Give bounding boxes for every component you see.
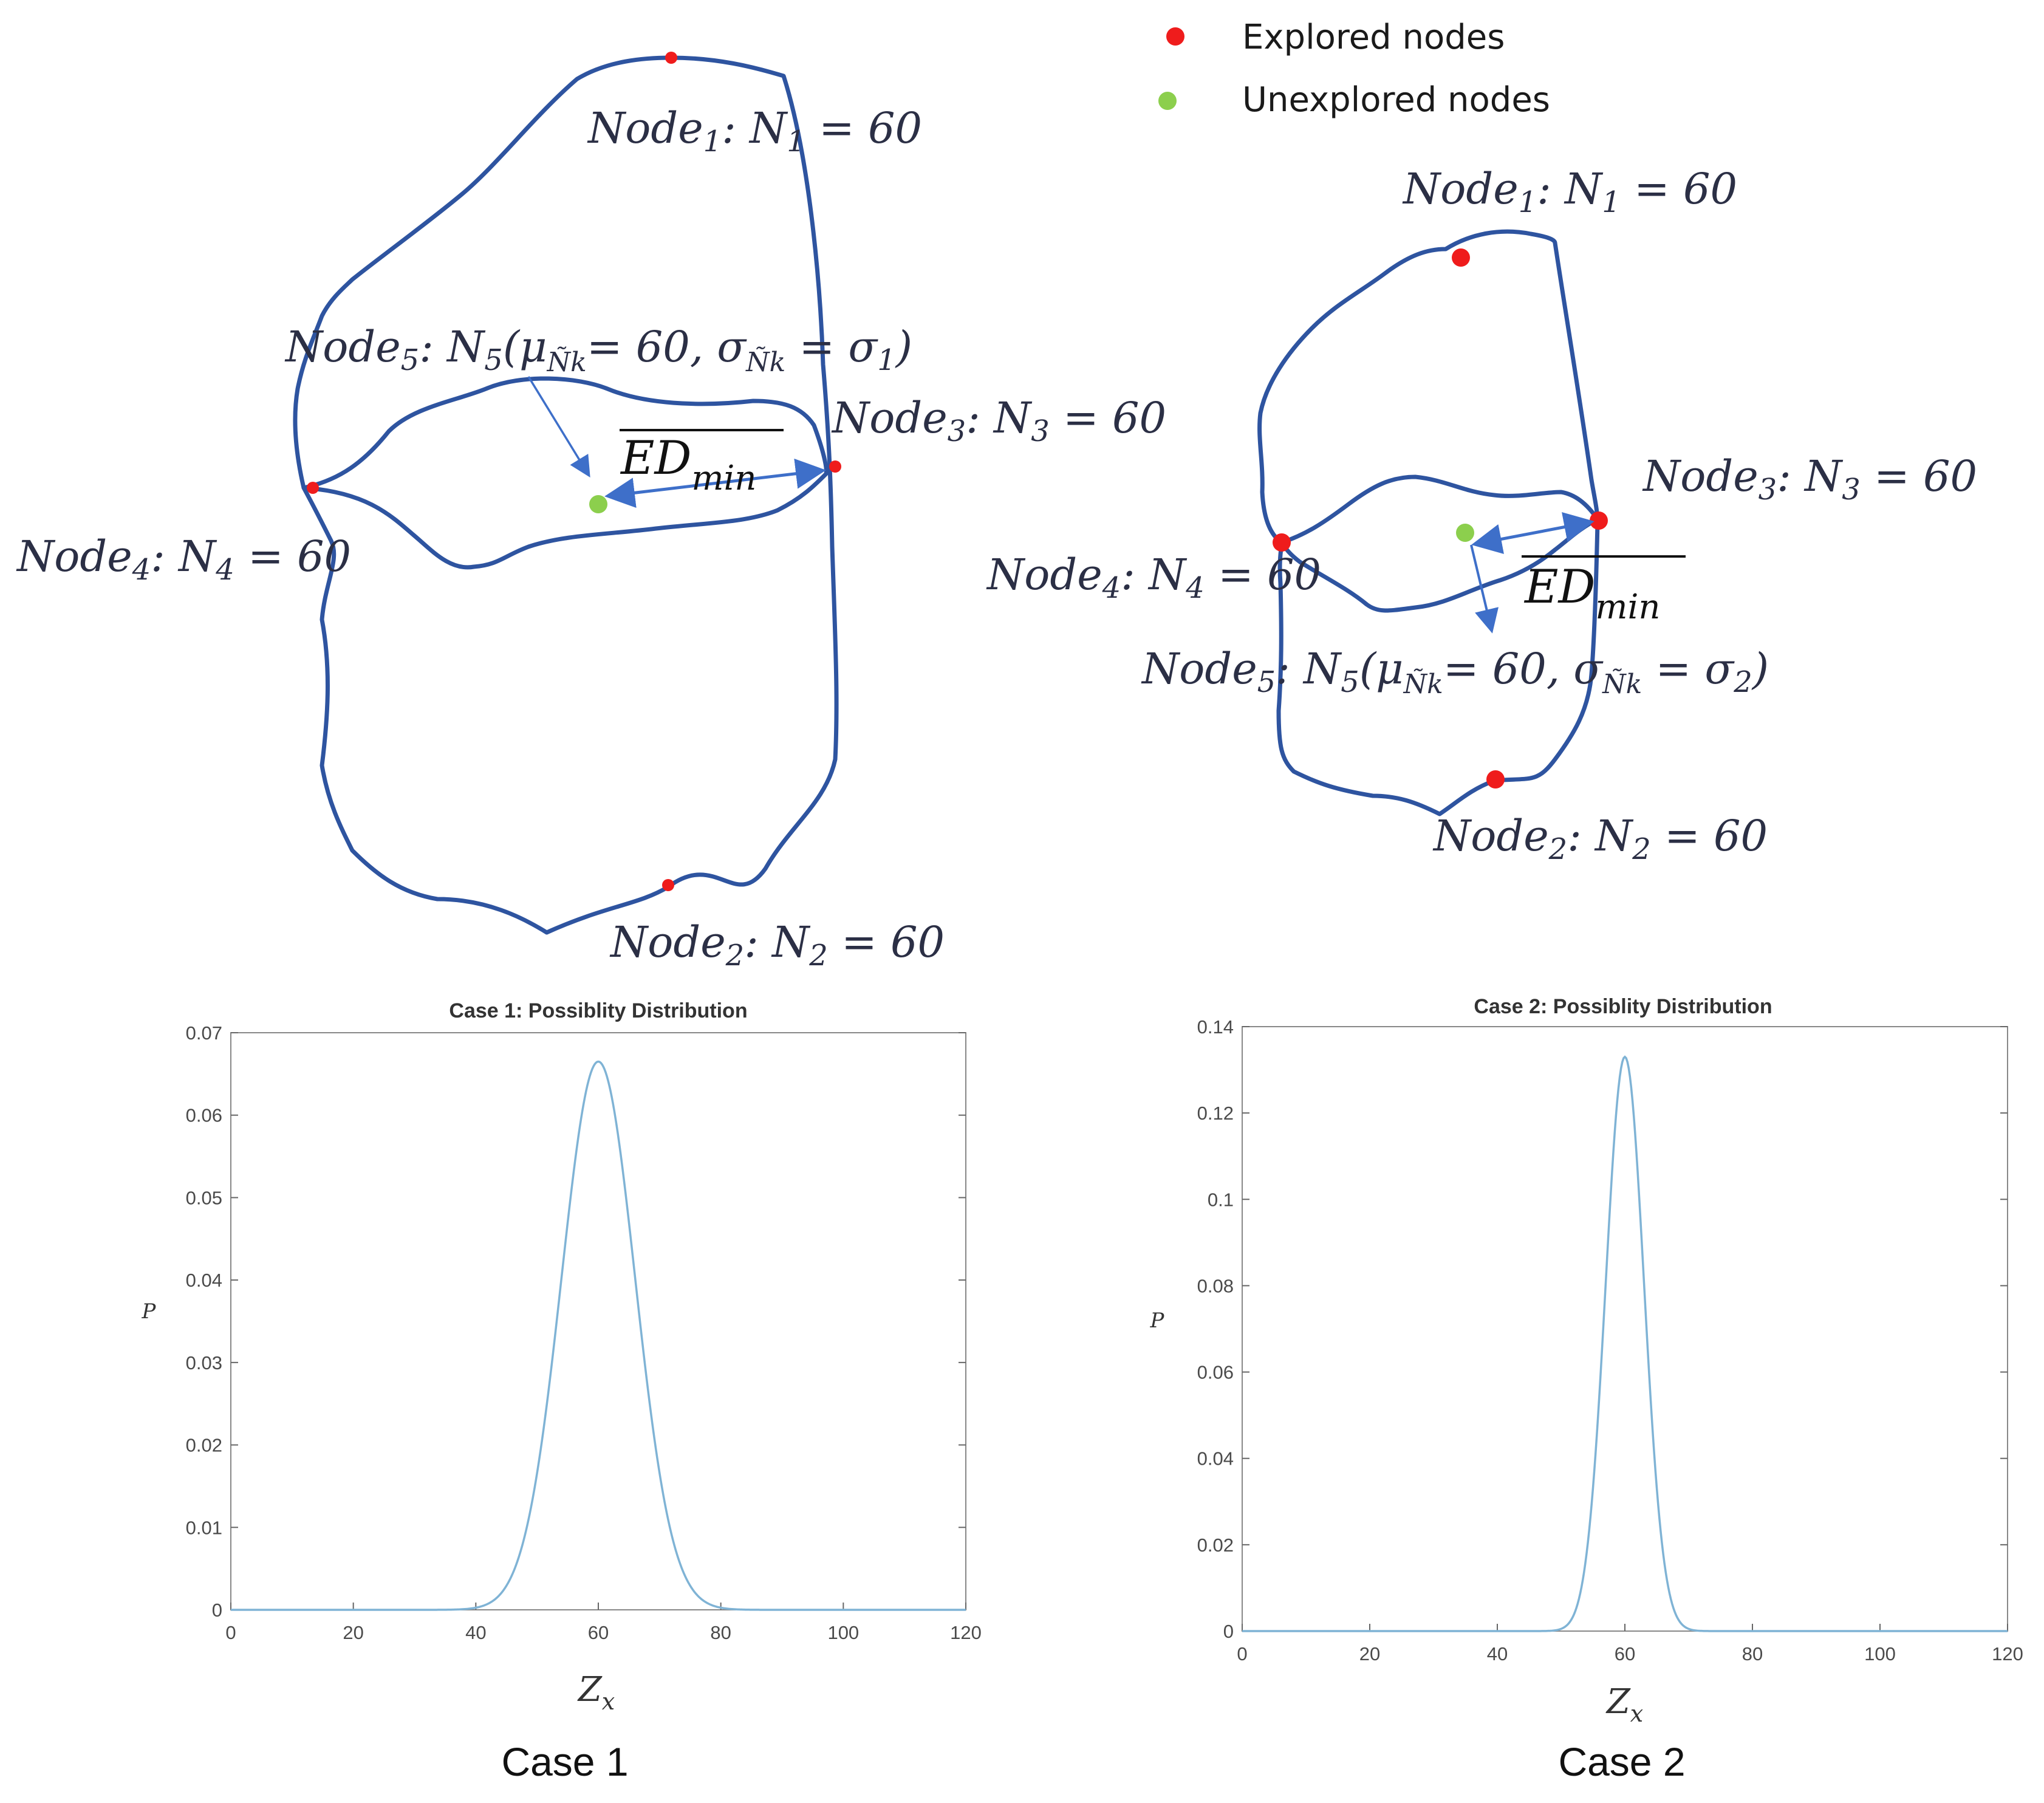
node1-label-case1: Node1: N1 = 60: [587, 103, 922, 159]
x-tick-label: 80: [710, 1622, 731, 1643]
node1-label-case2: Node1: N1 = 60: [1402, 164, 1737, 219]
node2-label-case2: Node2: N2 = 60: [1432, 811, 1768, 866]
chart-case2: Case 2: Possiblity Distribution 0 20 40 60 8…: [1150, 995, 2023, 1727]
x-tick-label: 120: [1992, 1643, 2023, 1664]
x-tick-label: 60: [1615, 1643, 1635, 1664]
legend: Explored nodes Unexplored nodes: [1158, 18, 1550, 120]
x-tick-label: 0: [1237, 1643, 1247, 1664]
node5-marker-case2: [1456, 524, 1474, 542]
diagram-case1: EDmin Node1: N1 = 60 Node5: N5(μÑk= 60, …: [16, 52, 1166, 973]
outer-region-case1: [293, 55, 839, 935]
x-tick-label: 100: [1864, 1643, 1896, 1664]
y-tick-label: 0.02: [1197, 1534, 1234, 1556]
ed-label-case2: EDmin: [1522, 555, 1686, 627]
plot-area: [1242, 1026, 2008, 1632]
y-axis-label: P: [142, 1299, 157, 1324]
y-axis-label: P: [1150, 1309, 1165, 1333]
diagram-case2: EDmin Node1: N1 = 60 Node3: N3 = 60 Node…: [986, 164, 1977, 866]
y-tick-label: 0.02: [186, 1435, 222, 1456]
ed-sub-case1: min: [691, 459, 756, 498]
y-tick-label: 0.06: [1197, 1362, 1234, 1383]
ed-text-case1: ED: [620, 431, 691, 485]
node1-marker-case1: [665, 52, 677, 64]
outer-region-case2: [1257, 229, 1600, 816]
ed-label-case1: EDmin: [620, 429, 784, 498]
chart-case1: Case 1: Possiblity Distribution 0 20 40 60 8…: [142, 999, 982, 1715]
inner-region-case1: [301, 376, 829, 570]
node3-marker-case1: [829, 460, 841, 473]
x-tick-label: 20: [1359, 1643, 1380, 1664]
x-tick-label: 80: [1742, 1643, 1763, 1664]
y-ticks: 0 0.02 0.04 0.06 0.08 0.1 0.12 0.14: [1197, 1016, 2008, 1642]
x-ticks: 0 20 40 60 80 100 120: [1237, 1624, 2023, 1664]
ed-arrow-case2: [1471, 511, 1595, 555]
x-tick-label: 100: [827, 1622, 859, 1643]
node1-marker-case2: [1452, 248, 1470, 267]
series-line: [1242, 1055, 2008, 1632]
node4-marker-case2: [1273, 533, 1291, 552]
y-tick-label: 0.07: [186, 1022, 222, 1044]
y-ticks: 0 0.01 0.02 0.03 0.04 0.05 0.06 0.07: [186, 1022, 966, 1621]
legend-explored-marker: [1166, 27, 1184, 46]
x-tick-label: 120: [950, 1622, 982, 1643]
y-tick-label: 0.04: [186, 1270, 222, 1291]
node2-marker-case2: [1486, 770, 1505, 789]
node5-label-case2: Node5: N5(μÑk= 60, σÑk = σ2): [1141, 644, 1769, 700]
node3-marker-case2: [1590, 511, 1608, 530]
chart-title: Case 2: Possiblity Distribution: [1474, 995, 1772, 1018]
caption-case1: Case 1: [501, 1739, 628, 1784]
caption-case2: Case 2: [1558, 1739, 1685, 1784]
svg-text:EDmin: EDmin: [1523, 559, 1661, 627]
ed-sub-case2: min: [1595, 587, 1660, 627]
pointer-arrow-case2: [1470, 544, 1499, 634]
plot-area: [230, 1032, 966, 1610]
x-tick-label: 40: [465, 1622, 486, 1643]
ed-arrow-case1: [604, 458, 826, 508]
y-tick-label: 0.01: [186, 1517, 222, 1538]
y-tick-label: 0.1: [1208, 1189, 1234, 1210]
legend-explored-label: Explored nodes: [1242, 18, 1505, 57]
y-tick-label: 0.14: [1197, 1016, 1234, 1038]
svg-text:EDmin: EDmin: [620, 431, 757, 498]
legend-unexplored-marker: [1158, 92, 1177, 110]
x-tick-label: 20: [343, 1622, 363, 1643]
x-tick-label: 0: [225, 1622, 236, 1643]
node5-marker-case1: [589, 495, 607, 513]
y-tick-label: 0.08: [1197, 1275, 1234, 1296]
y-tick-label: 0: [212, 1599, 222, 1621]
y-tick-label: 0: [1223, 1621, 1234, 1642]
pointer-arrow-case1: [527, 376, 590, 477]
node4-marker-case1: [307, 482, 319, 494]
node2-marker-case1: [662, 879, 674, 891]
y-tick-label: 0.05: [186, 1187, 222, 1208]
node5-label-case1: Node5: N5(μÑk= 60, σÑk = σ1): [284, 322, 912, 378]
y-tick-label: 0.04: [1197, 1448, 1234, 1469]
x-axis-label: Zx: [577, 1670, 615, 1715]
x-tick-label: 60: [588, 1622, 609, 1643]
legend-unexplored-label: Unexplored nodes: [1242, 80, 1550, 120]
y-tick-label: 0.12: [1197, 1103, 1234, 1124]
ed-text-case2: ED: [1523, 559, 1595, 614]
node4-label-case1: Node4: N4 = 60: [16, 532, 351, 587]
chart-title: Case 1: Possiblity Distribution: [449, 999, 747, 1022]
y-tick-label: 0.06: [186, 1105, 222, 1126]
node2-label-case1: Node2: N2 = 60: [609, 917, 945, 973]
node4-label-case2: Node4: N4 = 60: [986, 550, 1321, 605]
node3-label-case1: Node3: N3 = 60: [831, 393, 1166, 448]
y-tick-label: 0.03: [186, 1352, 222, 1374]
x-ticks: 0 20 40 60 80 100 120: [225, 1603, 982, 1643]
node3-label-case2: Node3: N3 = 60: [1642, 451, 1977, 507]
series-line: [231, 1060, 966, 1611]
x-tick-label: 40: [1487, 1643, 1508, 1664]
x-axis-label: Zx: [1605, 1682, 1643, 1727]
